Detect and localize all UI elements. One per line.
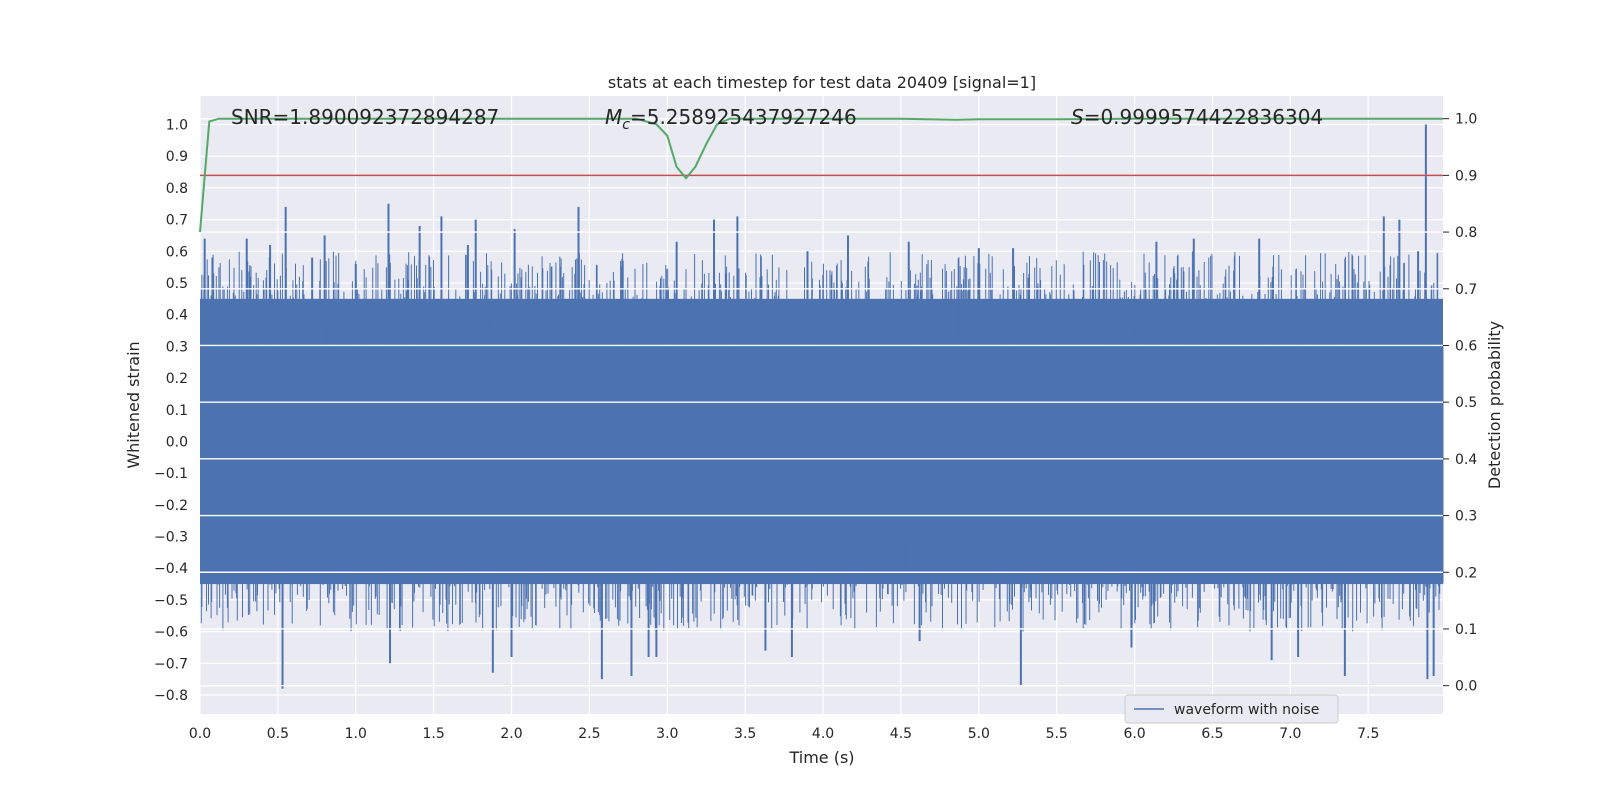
y-left-tick-label: −0.8 — [154, 688, 188, 704]
chirp-mass-symbol: M — [605, 105, 622, 129]
x-tick-label: 0.5 — [267, 726, 289, 742]
y-right-tick-label: 0.2 — [1455, 565, 1477, 581]
x-tick-label: 5.0 — [968, 726, 990, 742]
y-axis-label-left: Whitened strain — [124, 341, 143, 468]
y-right-tick-label: 0.6 — [1455, 338, 1477, 354]
y-left-tick-label: 1.0 — [166, 118, 188, 134]
y-left-tick-label: −0.1 — [154, 466, 188, 482]
x-tick-label: 1.5 — [423, 726, 445, 742]
y-left-tick-label: −0.3 — [154, 530, 188, 546]
y-right-tick-label: 0.8 — [1455, 225, 1477, 241]
x-tick-label: 6.0 — [1123, 726, 1145, 742]
chirp-mass-subscript: c — [622, 117, 630, 133]
score-annotation: S=0.9999574422836304 — [1071, 105, 1323, 129]
x-tick-label: 0.0 — [189, 726, 211, 742]
chirp-mass-annotation: Mc=5.258925437927246 — [605, 105, 857, 133]
y-left-tick-label: −0.4 — [154, 561, 188, 577]
chirp-mass-value: =5.258925437927246 — [630, 105, 857, 129]
y-left-tick-label: −0.5 — [154, 593, 188, 609]
y-right-tick-label: 0.0 — [1455, 679, 1477, 695]
y-left-tick-label: 0.1 — [166, 403, 188, 419]
y-right-tick-label: 0.4 — [1455, 452, 1477, 468]
y-left-tick-label: 0.7 — [166, 213, 188, 229]
y-right-tick-label: 0.5 — [1455, 395, 1477, 411]
y-left-tick-label: 0.2 — [166, 371, 188, 387]
x-tick-label: 3.5 — [734, 726, 756, 742]
chart-title: stats at each timestep for test data 204… — [608, 73, 1036, 92]
y-left-tick-label: 0.3 — [166, 339, 188, 355]
y-right-tick-label: 1.0 — [1455, 112, 1477, 128]
plot-area — [200, 124, 1444, 689]
detection-probability-line — [199, 117, 1443, 233]
y-left-tick-label: −0.7 — [154, 656, 188, 672]
y-left-tick-label: 0.6 — [166, 244, 188, 260]
legend-box — [1124, 694, 1339, 724]
right-axis-grid — [199, 117, 1443, 687]
y-left-tick-label: 0.4 — [166, 308, 188, 324]
x-tick-label: 2.5 — [578, 726, 600, 742]
y-left-tick-label: −0.6 — [154, 625, 188, 641]
x-tick-label: 6.5 — [1201, 726, 1223, 742]
x-tick-label: 3.0 — [656, 726, 678, 742]
right-axis-ticks: 1.0 0.9 0.8 0.7 0.6 0.5 0.4 0.3 0.2 0.1 0.0 — [1443, 112, 1477, 695]
y-right-tick-label: 0.9 — [1455, 168, 1477, 184]
y-left-tick-label: −0.2 — [154, 498, 188, 514]
score-value: =0.9999574422836304 — [1084, 105, 1323, 129]
y-left-tick-label: 0.8 — [166, 181, 188, 197]
waveform-noise — [200, 251, 1444, 632]
y-left-tick-label: 0.0 — [166, 434, 188, 450]
score-symbol: S — [1071, 105, 1084, 129]
legend-label: waveform with noise — [1174, 702, 1319, 718]
x-tick-label: 4.0 — [812, 726, 834, 742]
x-axis-ticks: 0.0 0.5 1.0 1.5 2.0 2.5 3.0 3.5 4.0 4.5 5.0 5.5 6.0 6… — [189, 726, 1379, 742]
y-left-tick-label: 0.5 — [166, 276, 188, 292]
y-axis-label-right: Detection probability — [1485, 321, 1504, 489]
y-right-tick-label: 0.3 — [1455, 509, 1477, 525]
x-tick-label: 7.5 — [1357, 726, 1379, 742]
snr-annotation: SNR=1.890092372894287 — [231, 105, 499, 129]
x-tick-label: 1.0 — [345, 726, 367, 742]
x-tick-label: 5.5 — [1046, 726, 1068, 742]
y-left-tick-label: 0.9 — [166, 149, 188, 165]
legend: waveform with noise — [1124, 694, 1339, 724]
x-tick-label: 2.0 — [500, 726, 522, 742]
x-tick-label: 4.5 — [890, 726, 912, 742]
left-axis-ticks: 1.0 0.9 0.8 0.7 0.6 0.5 0.4 0.3 0.2 0.1 0.0 −0.1 −0.… — [154, 118, 188, 704]
x-tick-label: 7.0 — [1279, 726, 1301, 742]
y-right-tick-label: 0.1 — [1455, 622, 1477, 638]
x-axis-label: Time (s) — [788, 748, 854, 767]
y-right-tick-label: 0.7 — [1455, 282, 1477, 298]
